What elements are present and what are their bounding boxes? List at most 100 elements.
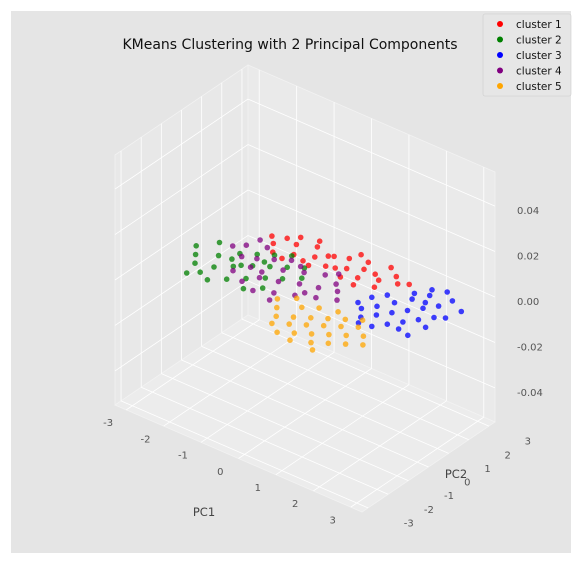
cluster-3-point <box>422 324 429 331</box>
cluster-4-point <box>313 294 319 301</box>
cluster-4-point <box>296 281 303 287</box>
cluster-4-point <box>301 290 308 296</box>
cluster-2-point <box>238 262 244 269</box>
cluster-2-point <box>193 243 199 249</box>
cluster-4-point <box>280 267 286 273</box>
cluster-4-point <box>322 272 329 278</box>
cluster-2-point <box>197 269 203 276</box>
cluster-4-point <box>333 281 339 287</box>
cluster-5-point <box>325 340 332 347</box>
cluster-4-point <box>335 271 342 277</box>
cluster-2-point <box>271 252 278 258</box>
cluster-5-point <box>309 347 316 353</box>
cluster-5-point <box>335 309 341 315</box>
cluster-3-point <box>369 294 375 301</box>
cluster-2-point <box>230 263 237 270</box>
y-gridline-floor <box>120 400 369 509</box>
z-tick-label: -0.02 <box>517 342 543 353</box>
cluster-4-point <box>229 243 236 249</box>
cluster-1-point <box>372 271 379 278</box>
cluster-3-point <box>411 290 418 297</box>
cluster-2-point <box>261 259 268 265</box>
cluster-2-point <box>223 276 230 283</box>
cluster-1-point <box>270 240 277 247</box>
cluster-2-point <box>254 251 260 258</box>
cluster-1-point <box>346 255 353 262</box>
cluster-3-point <box>358 305 365 312</box>
cluster-1-point <box>358 251 364 258</box>
x-tick-label: -2 <box>141 434 151 445</box>
cluster-1-point <box>375 277 382 284</box>
cluster-2-point <box>279 276 286 282</box>
cluster-1-point <box>322 263 329 270</box>
cluster-1-point <box>388 264 394 271</box>
cluster-5-point <box>290 314 297 320</box>
cluster-5-point <box>320 322 327 329</box>
cluster-4-point <box>334 297 340 303</box>
cluster-3-point <box>369 323 375 330</box>
y-gridline-floor <box>221 332 469 441</box>
cluster-4-point <box>315 284 322 291</box>
cluster-4-point <box>334 288 341 295</box>
cluster-2-point <box>192 251 199 258</box>
cluster-5-point <box>342 341 349 347</box>
x-tick-label: 3 <box>329 515 335 526</box>
legend-box <box>482 13 572 97</box>
cluster-5-point <box>273 313 280 320</box>
z-gridline-back <box>247 189 496 298</box>
cluster-4-point <box>257 237 263 243</box>
cluster-3-point <box>355 299 361 306</box>
z-gridline-back <box>247 144 496 252</box>
cluster-3-point <box>384 321 391 328</box>
x-tick-label: 1 <box>255 483 261 494</box>
legend-label: cluster 2 <box>516 35 562 47</box>
cluster-3-point <box>384 292 391 298</box>
cluster-5-point <box>343 332 350 339</box>
legend-label: cluster 3 <box>516 50 562 62</box>
x-tick-label: 2 <box>292 499 298 510</box>
legend-marker <box>497 83 503 89</box>
cluster-5-point <box>286 321 293 327</box>
cluster-5-point <box>274 296 281 302</box>
x-axis-label: PC1 <box>193 505 215 519</box>
z-tick-label: -0.04 <box>517 388 543 399</box>
cluster-1-point <box>305 262 312 269</box>
cluster-1-point <box>365 259 372 266</box>
cluster-5-point <box>293 295 300 302</box>
cluster-2-point <box>183 270 190 276</box>
z-tick-label: 0.04 <box>517 206 539 217</box>
x-tick-label: -3 <box>103 418 113 429</box>
cluster-5-point <box>274 329 280 336</box>
z-gridline-back <box>247 235 496 343</box>
cluster-5-point <box>308 315 314 321</box>
cluster-5-point <box>316 305 322 311</box>
cluster-5-point <box>359 317 366 324</box>
legend-marker <box>497 36 503 43</box>
cluster-2-point <box>289 253 295 259</box>
z-tick-label: 0.00 <box>517 297 539 308</box>
cluster-5-point <box>338 323 344 330</box>
z-gridline-left <box>114 189 249 281</box>
x-tick-label: 0 <box>217 467 223 478</box>
cluster-1-point <box>394 281 401 287</box>
cluster-3-point <box>391 299 398 306</box>
cluster-1-point <box>316 238 323 244</box>
cluster-2-point <box>284 264 291 271</box>
data-points <box>183 233 465 353</box>
legend-marker <box>497 52 503 58</box>
cluster-3-point <box>404 307 411 314</box>
cluster-4-point <box>243 242 250 248</box>
cluster-2-point <box>216 239 223 246</box>
cluster-4-point <box>275 278 282 285</box>
cluster-4-point <box>301 269 307 276</box>
legend: cluster 1 cluster 2 cluster 3 cluster 4 clus… <box>482 13 572 97</box>
y-tick-label: 1 <box>484 464 490 475</box>
cluster-5-point <box>326 331 332 338</box>
cluster-3-point <box>400 319 406 325</box>
cluster-2-point <box>215 252 222 259</box>
cluster-4-point <box>238 253 245 260</box>
cluster-5-point <box>360 342 366 348</box>
cluster-5-point <box>325 315 331 322</box>
z-gridline-left <box>114 98 249 190</box>
